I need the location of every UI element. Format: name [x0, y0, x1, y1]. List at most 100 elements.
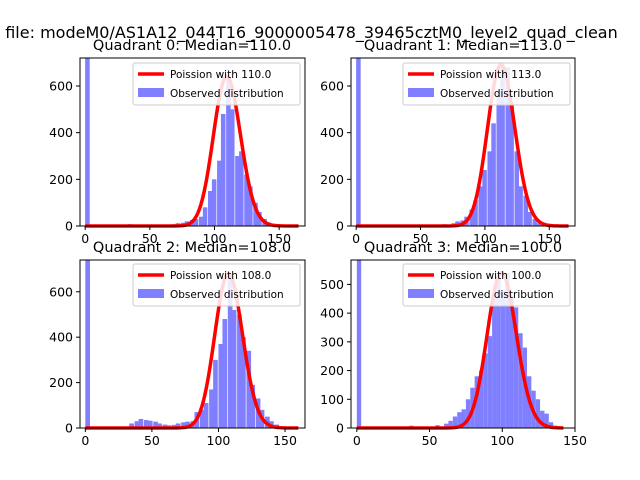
histogram-bar — [492, 298, 497, 428]
y-tick-label: 400 — [49, 125, 73, 140]
x-tick-label: 150 — [563, 433, 587, 448]
histogram-bar — [448, 420, 453, 428]
histogram-bar — [250, 384, 256, 428]
histogram-bar — [496, 90, 501, 226]
histogram-bar — [241, 337, 246, 428]
histogram-bar — [227, 273, 233, 428]
histogram-bar — [483, 353, 488, 428]
histogram-bar — [253, 202, 258, 226]
histogram-bar — [500, 290, 506, 428]
legend: Poission with 110.0 Observed distributio… — [132, 62, 301, 106]
legend-label-observed: Observed distribution — [170, 88, 284, 100]
histogram-bar — [509, 104, 514, 226]
legend: Poission with 113.0 Observed distributio… — [402, 62, 571, 106]
legend-label-fit: Poission with 113.0 — [440, 69, 541, 81]
y-tick-label: 400 — [320, 125, 344, 140]
legend-patch-swatch — [138, 88, 164, 97]
histogram-bar — [505, 67, 510, 226]
histogram-bar — [465, 399, 471, 428]
legend-frame — [402, 62, 571, 106]
x-tick-label: 150 — [273, 433, 297, 448]
histogram-bar — [185, 421, 190, 428]
histogram-bar — [226, 76, 231, 226]
histogram-bar — [514, 151, 519, 226]
histogram-bar — [444, 423, 449, 428]
figure-suptitle: n file: modeM0/AS1A12_044T16_9000005478_… — [0, 23, 618, 43]
histogram-bar — [213, 359, 218, 428]
legend-frame — [132, 62, 301, 106]
histogram-bar — [500, 65, 505, 226]
histogram-bar — [235, 156, 240, 226]
histogram-bar — [231, 309, 237, 428]
histogram-bar — [209, 389, 214, 428]
y-tick-label: 0 — [65, 421, 73, 436]
x-tick-label: 50 — [142, 231, 158, 246]
x-tick-label: 150 — [267, 231, 291, 246]
histogram-bar — [222, 319, 228, 428]
y-tick-label: 600 — [49, 284, 73, 299]
subplot-title: Quadrant 3: Median=100.0 — [364, 240, 562, 256]
histogram-bar — [143, 420, 149, 428]
histogram-bar — [509, 295, 514, 428]
subplot-quadrant-0: 0 50 100 150 0 200 400 600 Poission with 110.0 … — [49, 38, 306, 246]
histogram-bar — [246, 350, 252, 428]
legend-label-observed: Observed distribution — [440, 88, 554, 100]
legend-patch-swatch — [408, 289, 434, 298]
legend-label-observed: Observed distribution — [170, 289, 284, 301]
histogram-bar — [505, 272, 510, 428]
y-tick-label: 0 — [336, 421, 344, 436]
histogram-bar — [491, 123, 496, 226]
histogram-bar — [220, 114, 226, 226]
y-tick-label: 500 — [320, 277, 344, 292]
histogram-bar — [193, 219, 199, 226]
histogram-bar — [540, 410, 545, 428]
histogram-bar — [469, 209, 474, 226]
axes-frame — [350, 259, 576, 429]
histogram-bar — [218, 344, 224, 428]
y-tick-label: 300 — [320, 334, 344, 349]
x-tick-label: 150 — [537, 231, 561, 246]
subplot-quadrant-3: 0 50 100 150 0 100 200 300 400 500 Poission with … — [320, 240, 587, 448]
histogram-bar — [175, 423, 181, 428]
legend-label-fit: Poission with 108.0 — [170, 270, 271, 282]
x-tick-label: 100 — [207, 433, 231, 448]
histogram-bar — [208, 191, 213, 226]
histogram-bar — [479, 370, 484, 428]
x-tick-label: 0 — [352, 231, 360, 246]
y-tick-label: 600 — [49, 79, 73, 94]
x-tick-label: 100 — [473, 231, 497, 246]
x-tick-label: 0 — [353, 433, 361, 448]
histogram-bar — [532, 219, 538, 226]
histogram-bar — [513, 307, 519, 428]
histogram-bar — [535, 399, 541, 428]
legend-label-observed: Observed distribution — [440, 289, 554, 301]
x-tick-label: 0 — [81, 231, 89, 246]
histogram-bar — [544, 413, 549, 428]
histogram-bar — [548, 422, 554, 428]
histogram-bar — [356, 260, 362, 428]
subplot-quadrant-2: 0 50 100 150 0 200 400 600 Poission with 108.0 … — [49, 240, 306, 448]
histogram-bar — [244, 174, 249, 226]
histogram-bar — [452, 416, 458, 428]
histogram-bar — [461, 409, 466, 428]
histogram-bar — [203, 403, 209, 428]
histogram-bar — [211, 179, 217, 226]
y-tick-label: 200 — [49, 172, 73, 187]
subplot-title: Quadrant 2: Median=108.0 — [93, 240, 291, 256]
y-tick-label: 200 — [320, 172, 344, 187]
histogram-bar — [181, 422, 186, 428]
histogram-bar — [478, 186, 483, 226]
y-tick-label: 400 — [49, 330, 73, 345]
y-tick-label: 600 — [320, 79, 344, 94]
legend-frame — [132, 263, 301, 307]
histogram-bar — [536, 223, 541, 226]
y-tick-label: 0 — [336, 219, 344, 234]
histogram-bar — [153, 421, 158, 428]
histogram-bar — [482, 170, 487, 226]
x-tick-label: 50 — [422, 433, 438, 448]
histogram-bar — [202, 207, 208, 226]
y-tick-label: 0 — [65, 219, 73, 234]
histogram-bar — [198, 216, 204, 226]
histogram-bar — [248, 186, 253, 226]
histogram-bar — [157, 423, 162, 428]
